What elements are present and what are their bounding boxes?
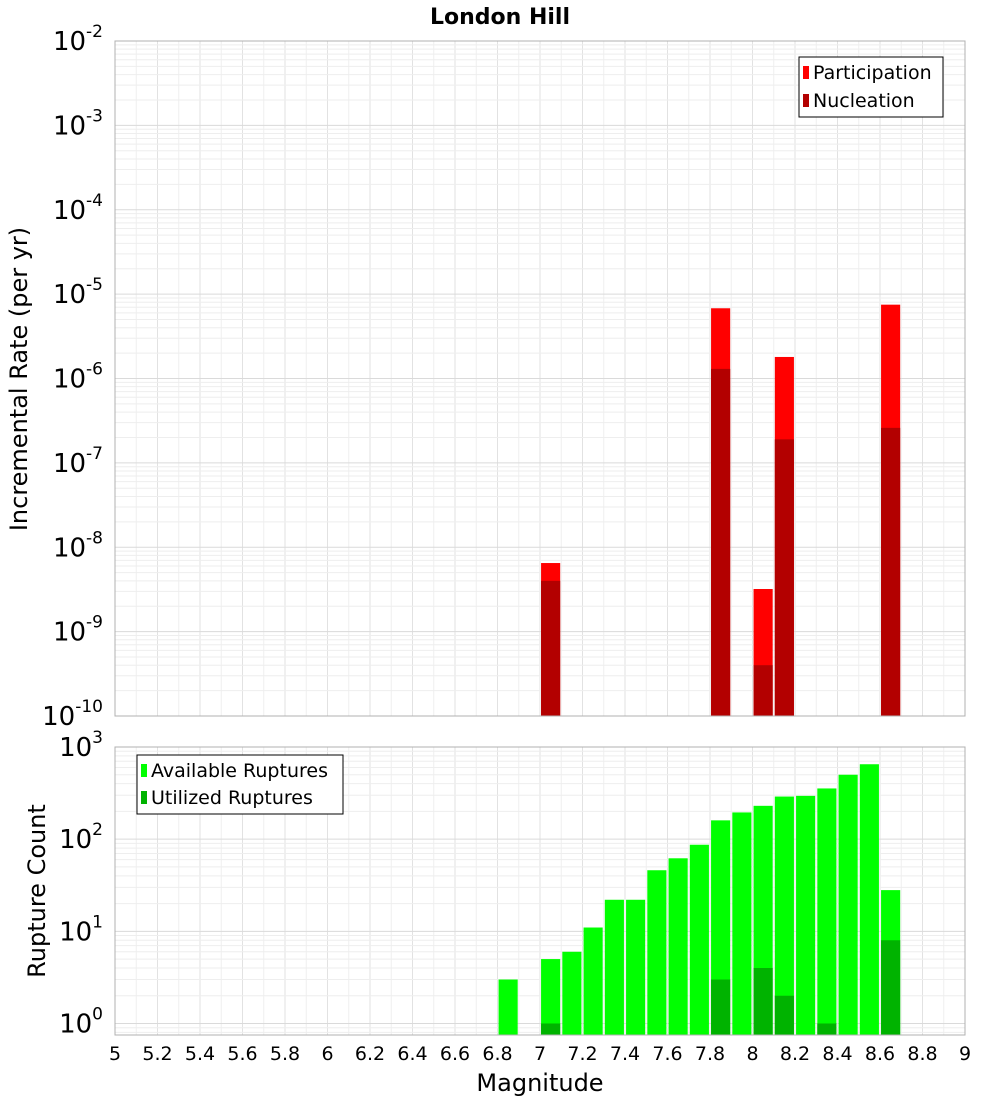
- bar-nucleation: [774, 439, 794, 716]
- bar-available-ruptures: [668, 858, 688, 1035]
- x-tick-label: 5.2: [142, 1043, 172, 1065]
- top-plot-border: [114, 40, 966, 717]
- bar-available-ruptures: [498, 979, 518, 1035]
- legend-swatch-nucleation: [803, 94, 809, 107]
- x-tick-label: 6.6: [440, 1043, 470, 1065]
- bar-available-ruptures: [774, 796, 794, 1035]
- bar-available-ruptures: [647, 870, 667, 1035]
- x-tick-label: 5.4: [185, 1043, 215, 1065]
- bar-available-ruptures: [604, 899, 624, 1035]
- x-tick-label: 7.8: [695, 1043, 725, 1065]
- bar-available-ruptures: [817, 788, 837, 1035]
- legend-swatch-available: [141, 764, 147, 777]
- bar-utilized-ruptures: [774, 995, 794, 1035]
- x-tick-label: 7.4: [610, 1043, 640, 1065]
- x-tick-label: 8.4: [822, 1043, 852, 1065]
- y-tick-label: 10-10: [42, 697, 103, 732]
- x-tick-label: 5: [109, 1043, 121, 1065]
- x-tick-label: 6.2: [355, 1043, 385, 1065]
- legend-label-participation: Participation: [813, 62, 932, 84]
- bar-utilized-ruptures: [711, 979, 731, 1035]
- bar-available-ruptures: [541, 959, 561, 1035]
- top-y-axis-label: Incremental Rate (per yr): [5, 227, 33, 531]
- bar-nucleation: [711, 368, 731, 716]
- x-tick-label: 5.8: [270, 1043, 300, 1065]
- bar-available-ruptures: [796, 795, 816, 1035]
- bottom-y-tick-labels: 100 101 102 103: [59, 728, 103, 1039]
- bar-available-ruptures: [562, 951, 582, 1035]
- x-tick-label: 5.6: [227, 1043, 257, 1065]
- bar-utilized-ruptures: [541, 1023, 561, 1035]
- legend-label-available: Available Ruptures: [151, 760, 328, 782]
- x-axis-label: Magnitude: [476, 1069, 603, 1097]
- bar-available-ruptures: [732, 812, 752, 1035]
- bottom-bars: [498, 764, 901, 1035]
- legend-label-utilized: Utilized Ruptures: [151, 787, 313, 809]
- y-tick-label: 10-3: [53, 106, 103, 141]
- bar-available-ruptures: [583, 927, 603, 1035]
- x-tick-label: 8.8: [907, 1043, 937, 1065]
- top-gridlines: [114, 40, 966, 717]
- y-tick-label: 10-7: [53, 444, 103, 479]
- bar-available-ruptures: [689, 844, 709, 1035]
- legend-swatch-participation: [803, 66, 809, 79]
- top-legend-box: [798, 56, 944, 118]
- top-y-tick-labels: 10-10 10-9 10-8 10-7 10-6 10-5 10-4 10-3 10-2: [42, 22, 103, 732]
- x-tick-label: 9: [959, 1043, 971, 1065]
- legend-label-nucleation: Nucleation: [813, 90, 915, 112]
- bar-utilized-ruptures: [817, 1023, 837, 1035]
- bar-nucleation: [541, 580, 561, 716]
- x-tick-label: 8.6: [865, 1043, 895, 1065]
- y-tick-label: 100: [59, 1004, 103, 1039]
- x-tick-label: 6.4: [397, 1043, 427, 1065]
- y-tick-label: 10-4: [53, 191, 103, 226]
- y-tick-label: 10-2: [53, 22, 103, 57]
- x-tick-label: 7.2: [567, 1043, 597, 1065]
- bar-utilized-ruptures: [753, 967, 773, 1035]
- y-tick-label: 102: [59, 820, 103, 855]
- legend-swatch-utilized: [141, 791, 147, 804]
- bar-available-ruptures: [838, 774, 858, 1035]
- bottom-plot-border: [114, 746, 966, 1036]
- x-tick-label: 7: [534, 1043, 546, 1065]
- y-tick-label: 10-8: [53, 528, 103, 563]
- y-tick-label: 10-5: [53, 275, 103, 310]
- x-tick-label: 8: [746, 1043, 758, 1065]
- top-bars: [541, 304, 901, 716]
- bottom-legend-box: [136, 754, 344, 815]
- top-legend: Participation Nucleation: [798, 56, 944, 118]
- y-tick-label: 103: [59, 728, 103, 763]
- y-tick-label: 10-6: [53, 360, 103, 395]
- y-tick-label: 101: [59, 912, 103, 947]
- bar-utilized-ruptures: [881, 940, 901, 1035]
- x-tick-label: 8.2: [780, 1043, 810, 1065]
- bottom-y-axis-label: Rupture Count: [23, 804, 51, 978]
- bar-nucleation: [881, 427, 901, 716]
- x-tick-labels: 5 5.2 5.4 5.6 5.8 6 6.2 6.4 6.6 6.8 7 7.2 7.4 7.6 7.8 8…: [109, 1043, 971, 1065]
- x-tick-label: 6.8: [482, 1043, 512, 1065]
- bar-available-ruptures: [859, 764, 879, 1035]
- y-tick-label: 10-9: [53, 613, 103, 648]
- x-tick-label: 6: [321, 1043, 333, 1065]
- bottom-legend: Available Ruptures Utilized Ruptures: [136, 754, 344, 815]
- x-tick-label: 7.6: [652, 1043, 682, 1065]
- bar-nucleation: [753, 665, 773, 716]
- chart-title: London Hill: [430, 5, 570, 30]
- bar-available-ruptures: [626, 899, 646, 1035]
